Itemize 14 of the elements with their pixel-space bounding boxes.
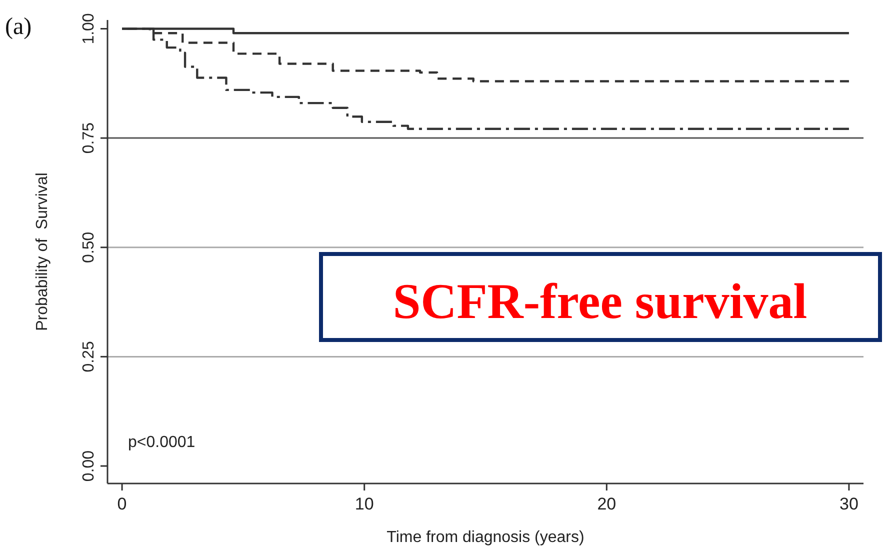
y-tick-label: 0.75 (80, 122, 98, 154)
x-tick-label: 20 (597, 494, 616, 514)
text: (a) (5, 14, 32, 40)
x-tick-label: 0 (117, 494, 127, 514)
annotation: SCFR-free survival (392, 273, 808, 329)
y-tick-label: 0.50 (80, 232, 98, 263)
y-axis-title: Probability of Survival (34, 172, 51, 331)
y-tick-label: 0.00 (80, 450, 98, 482)
y-tick-label: 0.25 (80, 341, 98, 372)
x-tick-label: 30 (840, 494, 858, 514)
y-tick-label: 1.00 (80, 13, 98, 44)
x-tick-label: 10 (354, 494, 374, 514)
annotation: p<0.0001 (128, 434, 196, 451)
x-axis-title: Time from diagnosis (years) (386, 529, 584, 546)
